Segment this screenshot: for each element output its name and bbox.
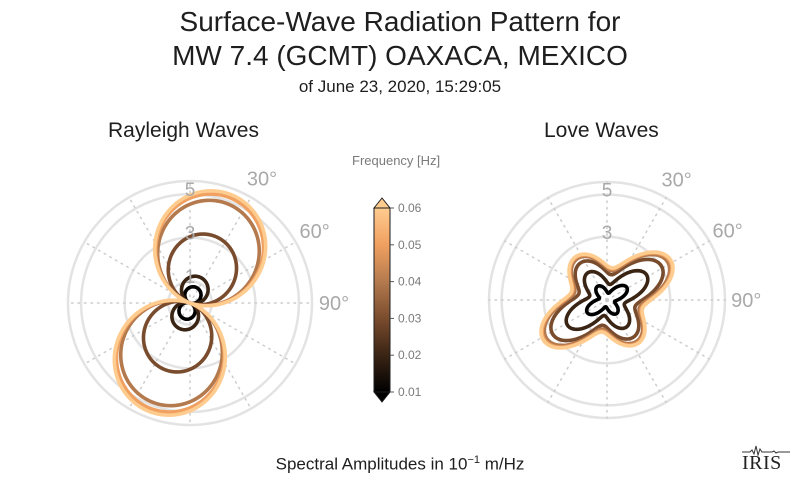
angle-tick-label: 60° [712,220,742,242]
angular-grid-spoke [189,302,252,410]
amplitude-label-suffix: m/Hz [480,454,525,474]
iris-logo-text: IRIS [742,452,782,474]
angular-grid-spoke [504,240,608,301]
figure-title-line-1: Surface-Wave Radiation Pattern for [179,6,621,37]
iris-logo: IRIS [742,445,790,475]
angular-grid-spoke [547,197,608,301]
radiation-pattern-0.03 [549,257,665,343]
amplitude-label-base: 10 [448,454,468,474]
angle-tick-label: 60° [300,221,330,243]
angular-grid-spoke [606,299,667,403]
colorbar-tick-label: 0.01 [398,385,422,399]
figure-title-line-2: MW 7.4 (GCMT) OAXACA, MEXICO [172,40,628,71]
angular-grid-spoke [606,299,710,360]
colorbar-body [373,207,391,393]
angle-tick-label: 30° [247,168,277,190]
angle-tick-label: 90° [731,290,761,312]
angular-grid-spoke [606,240,710,301]
angle-tick-label: 90° [319,293,349,315]
radiation-pattern-0.06 [112,189,268,417]
colorbar-title: Frequency [Hz] [352,153,441,168]
colorbar-tick-label: 0.06 [398,201,422,215]
rayleigh-polar-plot: 1 3 5 30° 60° 90° [66,168,349,427]
colorbar-tick-label: 0.02 [398,348,422,362]
radial-tick-label: 3 [602,223,613,244]
colorbar-extend-min [372,391,392,403]
amplitude-label-exponent: −1 [467,454,480,466]
outer-grid-circle [66,179,314,427]
radiation-pattern-0.06 [539,250,675,350]
angular-grid-spoke [504,299,608,360]
colorbar-extend-max [372,197,392,209]
colorbar-tick-label: 0.03 [398,311,422,325]
angular-grid-spoke [128,302,191,410]
radial-grid-circle [542,235,672,365]
radiation-pattern-0.01 [584,283,630,317]
angular-grid-spoke [128,196,191,304]
radiation-pattern-0.02 [564,268,650,332]
spectral-amplitude-label: Spectral Amplitudes in 10−1 m/Hz [0,454,800,475]
figure-subtitle-date: of June 23, 2020, 15:29:05 [298,77,502,96]
angular-grid-spoke [189,196,252,304]
colorbar-tick-label: 0.05 [398,238,422,252]
seismogram-icon [742,445,790,456]
frequency-colorbar: 0.01 0.02 0.03 0.04 0.05 0.06 [372,197,422,403]
radial-tick-label: 1 [185,267,196,288]
love-polar-plot: 3 5 30° 60° 90° [487,169,761,420]
angular-grid-spoke [547,299,608,403]
rayleigh-panel-title: Rayleigh Waves [108,119,259,142]
colorbar-tick-label: 0.04 [398,275,422,289]
angular-grid-spoke [606,197,667,301]
radial-tick-label: 5 [185,180,196,201]
radial-tick-label: 5 [602,181,613,202]
love-panel-title: Love Waves [544,119,659,142]
angle-tick-label: 30° [661,169,691,191]
radial-tick-label: 3 [185,224,196,245]
amplitude-label-prefix: Spectral Amplitudes in [275,454,449,474]
